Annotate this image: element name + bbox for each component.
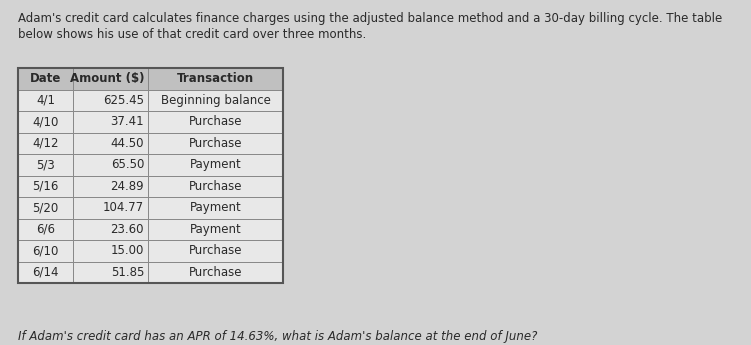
Bar xyxy=(148,197,283,218)
Bar xyxy=(148,68,283,89)
Text: Payment: Payment xyxy=(189,158,241,171)
Text: Purchase: Purchase xyxy=(189,180,243,193)
Text: 44.50: 44.50 xyxy=(110,137,144,150)
Text: 104.77: 104.77 xyxy=(103,201,144,214)
Bar xyxy=(18,89,73,111)
Bar xyxy=(18,68,283,283)
Text: 65.50: 65.50 xyxy=(110,158,144,171)
Text: 4/1: 4/1 xyxy=(36,94,55,107)
Text: Amount ($): Amount ($) xyxy=(70,72,144,85)
Bar xyxy=(73,262,148,283)
Text: 5/3: 5/3 xyxy=(36,158,55,171)
Text: Adam's credit card calculates finance charges using the adjusted balance method : Adam's credit card calculates finance ch… xyxy=(18,12,722,25)
Bar xyxy=(18,132,73,154)
Text: 5/16: 5/16 xyxy=(32,180,59,193)
Text: Beginning balance: Beginning balance xyxy=(161,94,270,107)
Bar xyxy=(18,262,73,283)
Bar xyxy=(18,111,73,132)
Bar xyxy=(73,176,148,197)
Bar xyxy=(148,218,283,240)
Text: 37.41: 37.41 xyxy=(110,115,144,128)
Bar xyxy=(18,154,73,176)
Text: 23.60: 23.60 xyxy=(110,223,144,236)
Text: 6/6: 6/6 xyxy=(36,223,55,236)
Bar xyxy=(73,68,148,89)
Text: 15.00: 15.00 xyxy=(110,244,144,257)
Bar xyxy=(148,154,283,176)
Text: Payment: Payment xyxy=(189,223,241,236)
Text: 4/12: 4/12 xyxy=(32,137,59,150)
Bar xyxy=(73,197,148,218)
Text: Purchase: Purchase xyxy=(189,266,243,279)
Text: 6/10: 6/10 xyxy=(32,244,59,257)
Text: Payment: Payment xyxy=(189,201,241,214)
Text: Purchase: Purchase xyxy=(189,115,243,128)
Bar xyxy=(73,132,148,154)
Bar xyxy=(18,240,73,262)
Text: below shows his use of that credit card over three months.: below shows his use of that credit card … xyxy=(18,28,366,41)
Bar xyxy=(18,218,73,240)
Bar xyxy=(148,176,283,197)
Bar xyxy=(148,89,283,111)
Bar xyxy=(148,262,283,283)
Text: Purchase: Purchase xyxy=(189,244,243,257)
Text: If Adam's credit card has an APR of 14.63%, what is Adam's balance at the end of: If Adam's credit card has an APR of 14.6… xyxy=(18,330,538,343)
Bar xyxy=(148,132,283,154)
Bar xyxy=(18,197,73,218)
Text: 24.89: 24.89 xyxy=(110,180,144,193)
Text: 51.85: 51.85 xyxy=(110,266,144,279)
Text: 625.45: 625.45 xyxy=(103,94,144,107)
Bar xyxy=(73,154,148,176)
Text: 4/10: 4/10 xyxy=(32,115,59,128)
Bar xyxy=(73,218,148,240)
Bar xyxy=(73,111,148,132)
Bar xyxy=(148,240,283,262)
Text: Date: Date xyxy=(30,72,61,85)
Text: Transaction: Transaction xyxy=(177,72,254,85)
Bar xyxy=(148,111,283,132)
Text: 5/20: 5/20 xyxy=(32,201,59,214)
Text: Purchase: Purchase xyxy=(189,137,243,150)
Text: 6/14: 6/14 xyxy=(32,266,59,279)
Bar xyxy=(73,89,148,111)
Bar xyxy=(73,240,148,262)
Bar xyxy=(18,68,73,89)
Bar xyxy=(18,176,73,197)
